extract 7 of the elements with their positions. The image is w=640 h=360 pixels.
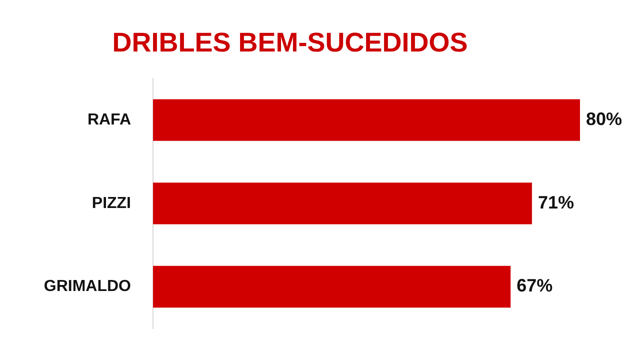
- y-tick-label: GRIMALDO: [44, 278, 131, 296]
- y-tick-label: PIZZI: [92, 194, 131, 212]
- data-label: 71%: [538, 192, 574, 212]
- data-label: 80%: [586, 109, 622, 130]
- chart-title: DRIBLES BEM-SUCEDIDOS: [112, 28, 468, 58]
- data-label: 67%: [516, 276, 553, 296]
- y-tick-label: RAFA: [87, 111, 132, 128]
